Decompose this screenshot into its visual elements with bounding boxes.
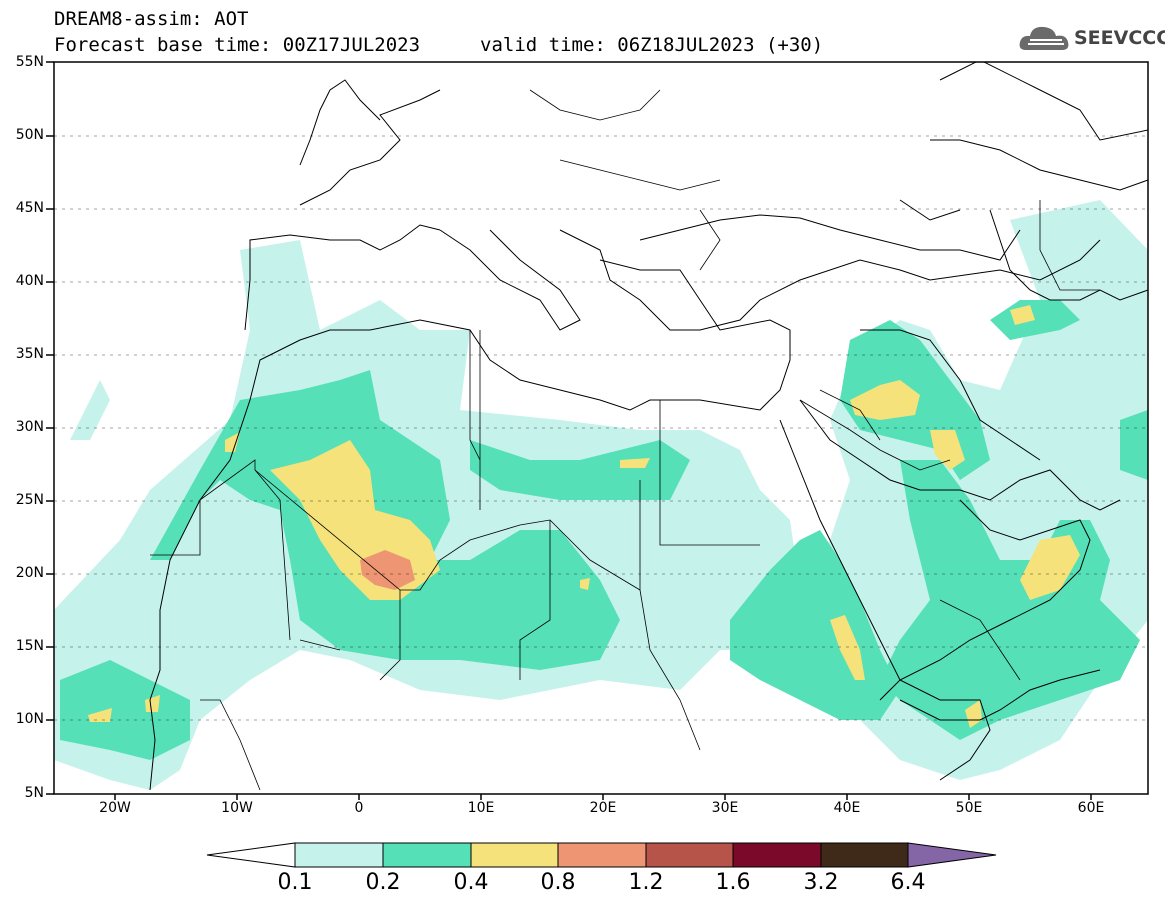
lat-label: 55N (15, 54, 44, 70)
colorbar-arrow-high (907, 842, 997, 868)
lon-label: 20E (589, 800, 617, 816)
aot-band-0-8 (360, 550, 415, 590)
colorbar-label: 1.2 (628, 870, 664, 895)
colorbar-arrow-low (206, 842, 296, 868)
country-borders (150, 89, 1100, 791)
lat-label: 5N (24, 785, 44, 801)
colorbar-bin (294, 842, 384, 868)
graticule (54, 135, 1148, 721)
valid-time: valid time: 06Z18JUL2023 (+30) (480, 34, 824, 56)
colorbar-label: 3.2 (803, 870, 839, 895)
lat-label: 20N (15, 565, 44, 581)
lon-label: 30E (711, 800, 739, 816)
lat-label: 25N (15, 492, 44, 508)
colorbar-label: 0.8 (540, 870, 576, 895)
lon-label: 10E (467, 800, 495, 816)
axis-ticks (46, 61, 1092, 800)
map-title: DREAM8-assim: AOT (54, 8, 249, 30)
lat-label: 15N (15, 638, 44, 654)
colorbar-bin (470, 842, 559, 868)
colorbar-bin (732, 842, 822, 868)
lon-label: 10W (221, 800, 253, 816)
lon-label: 0 (354, 800, 364, 816)
colorbar-label: 0.4 (453, 870, 489, 895)
forecast-base-time: Forecast base time: 00Z17JUL2023 (54, 34, 421, 56)
lat-label: 35N (15, 346, 44, 362)
colorbar-bin (820, 842, 909, 868)
lon-label: 60E (1077, 800, 1105, 816)
cloud-icon (1019, 26, 1069, 50)
colorbar-label: 6.4 (890, 870, 926, 895)
lat-label: 10N (15, 711, 44, 727)
aot-shading (54, 200, 1148, 790)
seevccc-logo: SEEVCCC (1018, 22, 1165, 56)
colorbar-label: 0.2 (365, 870, 401, 895)
colorbar-bin (557, 842, 647, 868)
lat-label: 50N (15, 127, 44, 143)
coastlines (149, 62, 1148, 791)
colorbar-label: 1.6 (715, 870, 751, 895)
lon-label: 50E (955, 800, 983, 816)
colorbar-bin (645, 842, 734, 868)
colorbar-bin (382, 842, 472, 868)
logo-text: SEEVCCC (1074, 27, 1165, 49)
lat-label: 45N (15, 200, 44, 216)
lon-label: 20W (99, 800, 131, 816)
lat-label: 30N (15, 419, 44, 435)
colorbar-label: 0.1 (277, 870, 313, 895)
lat-label: 40N (15, 273, 44, 289)
lon-label: 40E (833, 800, 861, 816)
